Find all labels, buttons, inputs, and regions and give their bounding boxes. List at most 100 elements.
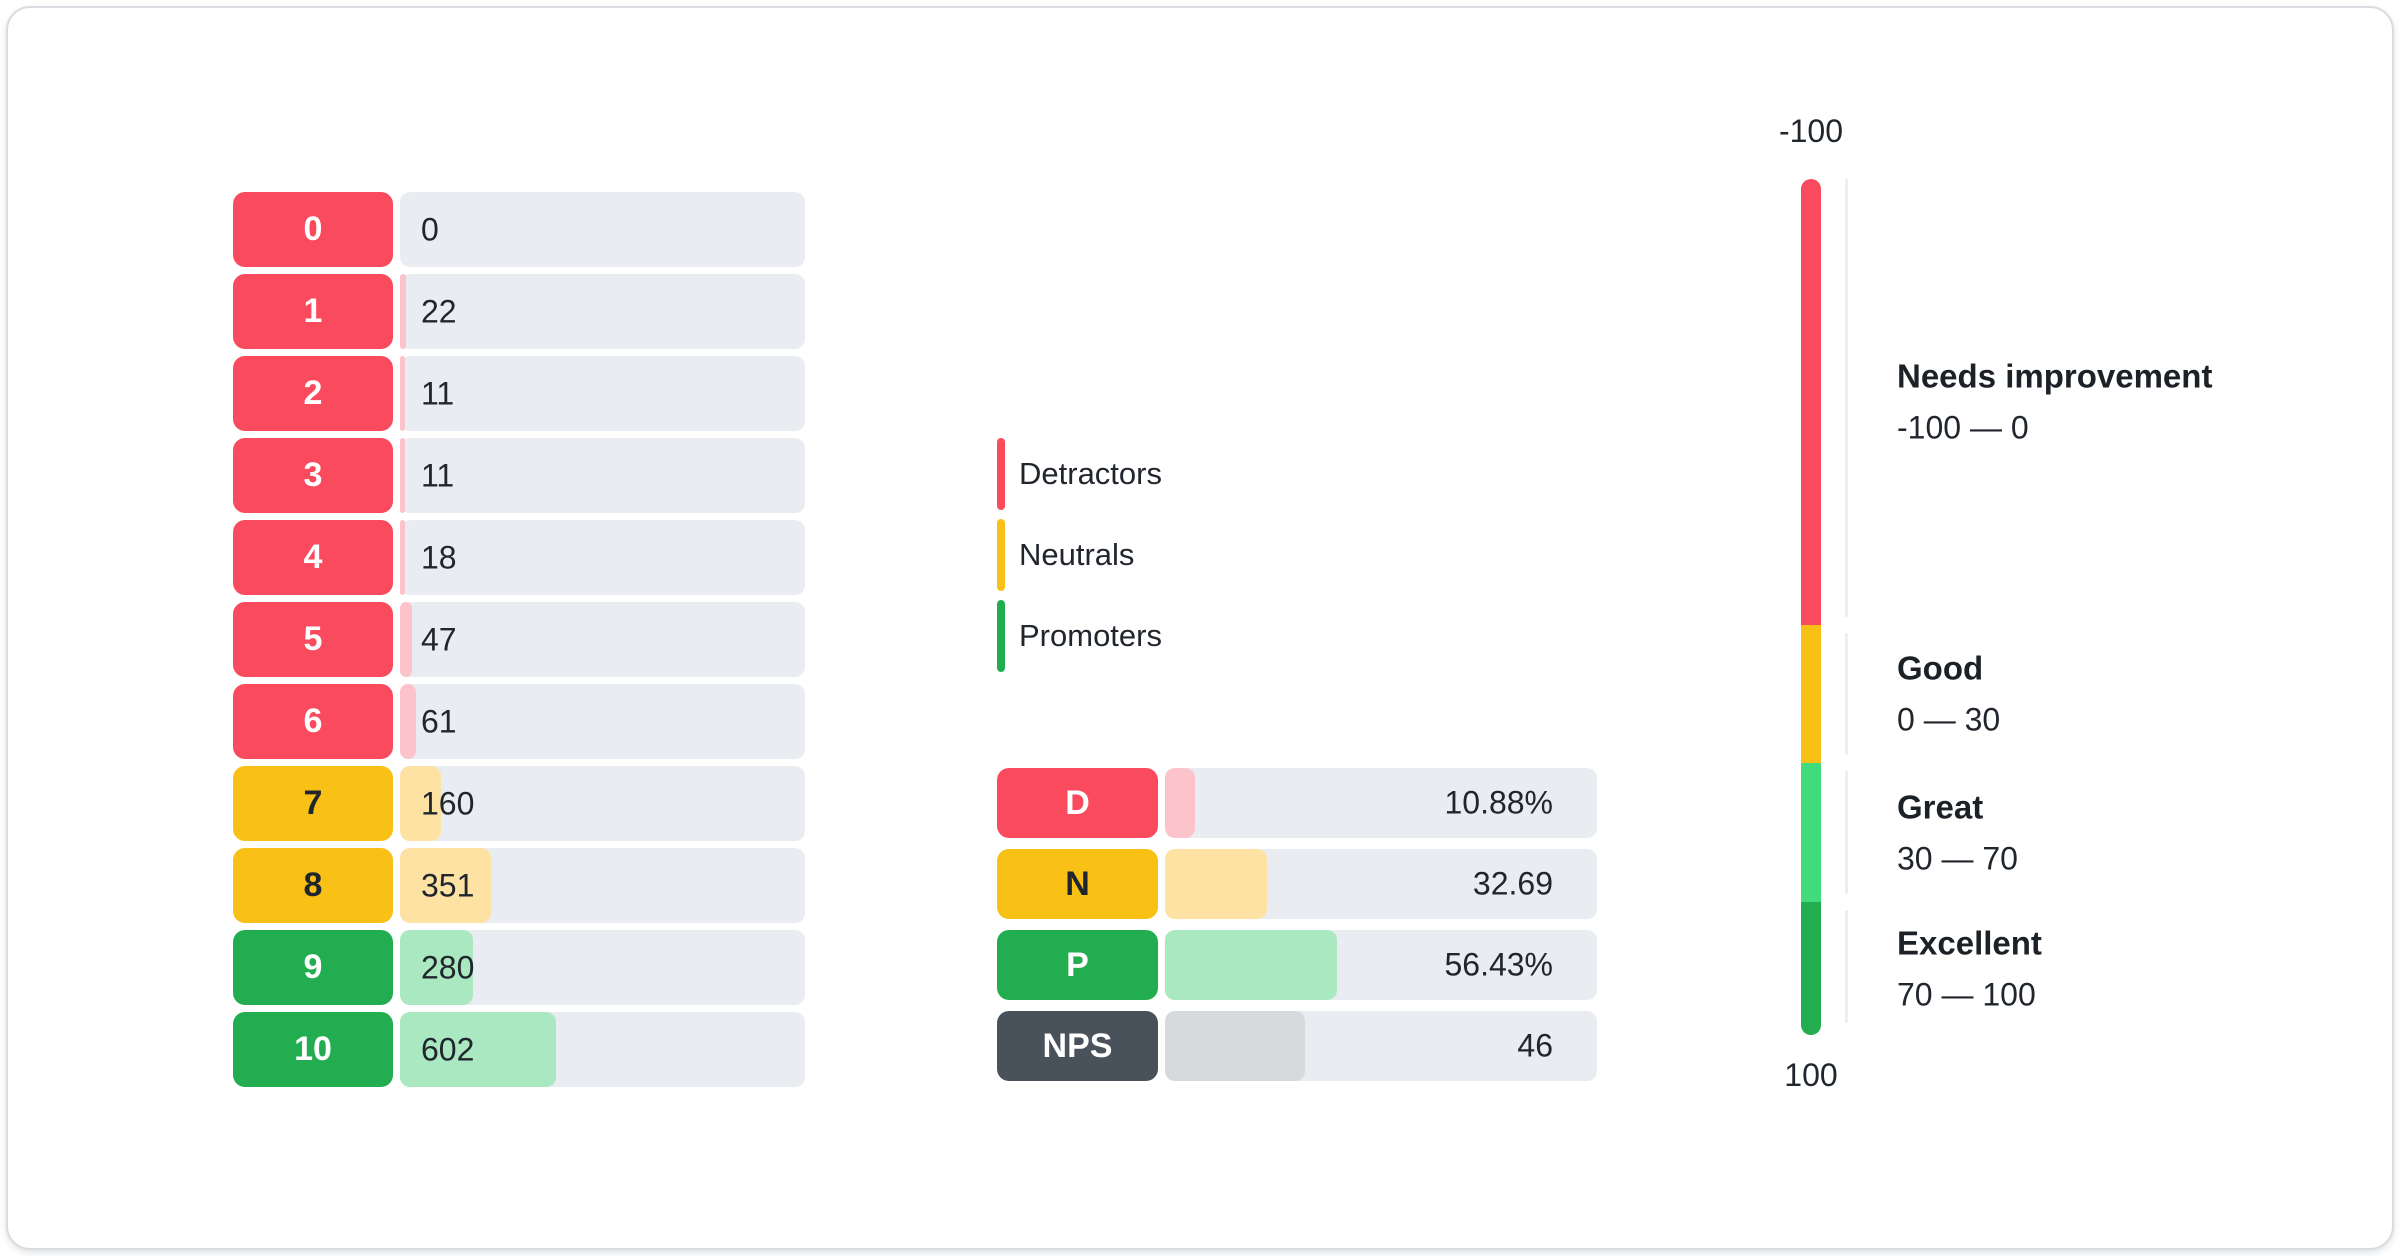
gauge-section-2 [1801,624,1821,763]
gauge-line-segment-2 [1845,632,1848,755]
nps-gauge-bar [1801,179,1821,1035]
score-count-value: 160 [421,785,475,821]
score-row-3: 3 11 [233,438,805,513]
score-bar-track: 0 [400,192,805,267]
gauge-section-1 [1801,179,1821,625]
gauge-zone-title: Great [1897,788,1984,826]
score-label-3: 3 [233,438,393,513]
score-label-4: 4 [233,520,393,595]
summary-value: 46 [1517,1027,1553,1064]
score-label-0: 0 [233,192,393,267]
category-legend: Detractors Neutrals Promoters [997,438,1162,672]
score-row-5: 5 47 [233,602,805,677]
score-bar-track: 61 [400,684,805,759]
score-label-9: 9 [233,930,393,1005]
score-bar-track: 11 [400,356,805,431]
legend-color-bar [997,600,1005,672]
legend-item-promoter: Promoters [997,600,1162,672]
score-bar-fill [400,684,416,759]
gauge-caption-2: Good 0 — 30 [1897,649,2000,738]
gauge-zone-title: Good [1897,649,1984,687]
score-bar-track: 160 [400,766,805,841]
summary-bar-track: 10.88% [1165,768,1597,838]
score-count-value: 351 [421,867,475,903]
gauge-zone-title: Excellent [1897,924,2042,962]
summary-bar-fill [1165,1011,1305,1081]
score-label-6: 6 [233,684,393,759]
gauge-section-4 [1801,902,1821,1035]
gauge-line-segment-4 [1845,910,1848,1023]
legend-label: Neutrals [1019,537,1135,572]
score-bar-fill [400,520,405,595]
summary-label: P [997,930,1158,1000]
gauge-zone-range: 70 — 100 [1897,976,2036,1013]
legend-item-detractor: Detractors [997,438,1162,510]
gauge-zone-range: 0 — 30 [1897,701,2001,738]
score-bar-fill [400,1012,556,1087]
summary-value: 32.69 [1472,865,1553,902]
gauge-line-segment-1 [1845,179,1848,617]
summary-bar-track: 56.43% [1165,930,1597,1000]
score-bar-fill [400,438,405,513]
summary-bar-fill [1165,930,1338,1000]
summary-bar-track: 46 [1165,1011,1597,1081]
score-count-value: 602 [421,1031,475,1067]
gauge-caption-3: Great 30 — 70 [1897,788,2018,877]
legend-label: Promoters [1019,618,1162,653]
summary-row-nps: NPS 46 [997,1011,1597,1081]
legend-label: Detractors [1019,456,1162,491]
summary-value: 56.43% [1444,946,1553,983]
gauge-zone-range: 30 — 70 [1897,840,2018,877]
summary-label: N [997,849,1158,919]
score-label-8: 8 [233,848,393,923]
summary-row-d: D 10.88% [997,768,1597,838]
gauge-zone-range: -100 — 0 [1897,409,2029,446]
score-count-value: 47 [421,621,457,657]
score-bar-track: 47 [400,602,805,677]
score-label-1: 1 [233,274,393,349]
gauge-caption-1: Needs improvement -100 — 0 [1897,357,2212,446]
score-row-9: 9 280 [233,930,805,1005]
score-bar-track: 22 [400,274,805,349]
score-bar-track: 351 [400,848,805,923]
summary-label: NPS [997,1011,1158,1081]
score-distribution-chart: 0 0 1 22 2 11 3 11 4 18 5 47 6 61 7 160 8 351 9 280 10 602 [233,192,805,1087]
score-bar-fill [400,602,413,677]
score-row-7: 7 160 [233,766,805,841]
score-bar-track: 18 [400,520,805,595]
score-row-2: 2 11 [233,356,805,431]
summary-bar-track: 32.69 [1165,849,1597,919]
legend-color-bar [997,438,1005,510]
nps-summary-chart: D 10.88% N 32.69 P 56.43% NPS 46 [997,768,1597,1081]
score-count-value: 61 [421,703,457,739]
score-row-1: 1 22 [233,274,805,349]
legend-item-neutral: Neutrals [997,519,1162,591]
summary-row-n: N 32.69 [997,849,1597,919]
score-label-5: 5 [233,602,393,677]
score-row-8: 8 351 [233,848,805,923]
score-bar-track: 11 [400,438,805,513]
score-bar-fill [400,848,491,923]
summary-bar-fill [1165,768,1196,838]
score-count-value: 280 [421,949,475,985]
gauge-max-negative-label: -100 [1778,113,1844,149]
score-count-value: 18 [421,539,457,575]
score-bar-fill [400,274,406,349]
score-label-2: 2 [233,356,393,431]
summary-label: D [997,768,1158,838]
summary-value: 10.88% [1444,784,1553,821]
score-count-value: 0 [421,211,439,247]
score-bar-fill [400,766,442,841]
score-row-4: 4 18 [233,520,805,595]
score-label-10: 10 [233,1012,393,1087]
gauge-caption-4: Excellent 70 — 100 [1897,924,2042,1013]
legend-color-bar [997,519,1005,591]
score-bar-fill [400,356,405,431]
score-count-value: 22 [421,293,457,329]
score-count-value: 11 [421,375,455,411]
score-bar-track: 280 [400,930,805,1005]
summary-bar-fill [1165,849,1268,919]
summary-row-p: P 56.43% [997,930,1597,1000]
score-row-10: 10 602 [233,1012,805,1087]
